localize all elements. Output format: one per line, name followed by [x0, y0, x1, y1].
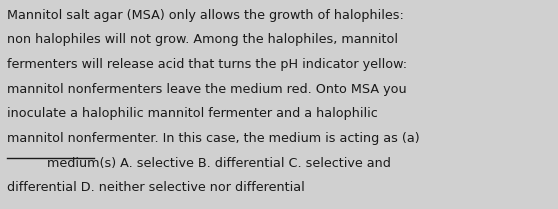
Text: medium(s) A. selective B. differential C. selective and: medium(s) A. selective B. differential C…	[7, 157, 391, 170]
Text: Mannitol salt agar (MSA) only allows the growth of halophiles:: Mannitol salt agar (MSA) only allows the…	[7, 9, 403, 22]
Text: mannitol nonfermenter. In this case, the medium is acting as (a): mannitol nonfermenter. In this case, the…	[7, 132, 419, 145]
Text: differential D. neither selective nor differential: differential D. neither selective nor di…	[7, 181, 305, 194]
Text: mannitol nonfermenters leave the medium red. Onto MSA you: mannitol nonfermenters leave the medium …	[7, 83, 406, 96]
Text: inoculate a halophilic mannitol fermenter and a halophilic: inoculate a halophilic mannitol fermente…	[7, 107, 377, 120]
Text: fermenters will release acid that turns the pH indicator yellow:: fermenters will release acid that turns …	[7, 58, 407, 71]
Text: non halophiles will not grow. Among the halophiles, mannitol: non halophiles will not grow. Among the …	[7, 33, 398, 46]
